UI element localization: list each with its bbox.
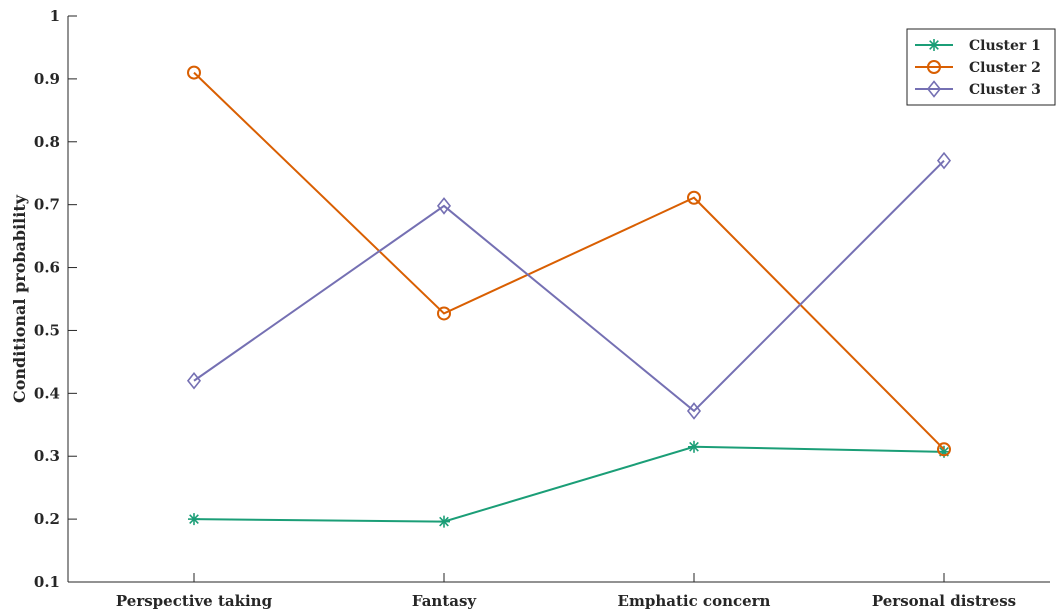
y-tick-label: 0.1 — [34, 573, 60, 591]
legend-marker — [927, 60, 941, 74]
x-ticks: Perspective taking Fantasy Emphatic concer… — [116, 573, 1016, 610]
y-tick-label: 0.3 — [34, 447, 60, 465]
diamond-marker-shape — [936, 151, 952, 170]
series-line-cluster-3 — [193, 159, 945, 413]
data-point-cluster-2 — [437, 306, 451, 321]
legend-item-cluster-1: Cluster 1 — [915, 38, 1041, 54]
diamond-marker-shape — [686, 402, 702, 420]
y-tick-label: 0.8 — [34, 133, 60, 151]
y-tick-label: 1 — [50, 7, 60, 25]
data-point-cluster-2 — [687, 190, 701, 205]
asterisk-marker-stroke — [189, 514, 199, 524]
legend-label: Cluster 1 — [969, 38, 1041, 54]
y-tick-label: 0.4 — [34, 384, 60, 402]
asterisk-marker-stroke — [929, 40, 939, 50]
y-tick-label: 0.5 — [34, 321, 60, 339]
data-point-cluster-1 — [188, 513, 200, 526]
circle-marker-shape — [687, 190, 701, 205]
y-tick-label: 0.6 — [34, 259, 60, 277]
legend-marker — [926, 80, 942, 98]
legend-marker — [928, 39, 940, 51]
axes — [67, 16, 1050, 583]
y-axis-label: Conditional probability — [10, 194, 29, 403]
data-point-cluster-3 — [686, 402, 702, 420]
x-tick-label: Emphatic concern — [618, 592, 771, 610]
y-ticks: 0.1 0.2 0.3 0.4 0.5 0.6 0.7 0.8 0.9 1 — [34, 7, 77, 591]
x-tick-label: Personal distress — [872, 592, 1016, 610]
diamond-marker-shape — [926, 80, 942, 98]
legend-label: Cluster 2 — [969, 60, 1041, 76]
legend: Cluster 1 Cluster 2 Cluster 3 — [906, 28, 1056, 106]
data-point-cluster-1 — [438, 515, 450, 528]
x-tick-label: Perspective taking — [116, 592, 273, 610]
legend-label: Cluster 3 — [969, 82, 1041, 98]
diamond-marker-shape — [436, 197, 452, 215]
circle-marker-shape — [927, 60, 941, 74]
diamond-marker-shape — [186, 371, 202, 390]
legend-item-cluster-3: Cluster 3 — [915, 80, 1041, 98]
circle-marker-shape — [437, 306, 451, 321]
x-tick-label: Fantasy — [412, 592, 478, 610]
series-line-cluster-1 — [193, 445, 945, 523]
series-group — [186, 65, 952, 528]
data-point-cluster-2 — [187, 65, 201, 80]
asterisk-marker-stroke — [689, 441, 699, 452]
data-point-cluster-3 — [936, 151, 952, 170]
data-point-cluster-1 — [688, 440, 700, 453]
data-point-cluster-3 — [436, 197, 452, 215]
data-point-cluster-3 — [186, 371, 202, 390]
data-point-cluster-2 — [937, 442, 951, 457]
y-tick-label: 0.7 — [34, 196, 60, 214]
circle-marker-shape — [937, 442, 951, 457]
legend-item-cluster-2: Cluster 2 — [915, 60, 1041, 76]
y-tick-label: 0.9 — [34, 70, 60, 88]
asterisk-marker-stroke — [439, 516, 449, 527]
series-line-cluster-2 — [193, 71, 945, 451]
y-tick-label: 0.2 — [34, 510, 60, 528]
circle-marker-shape — [187, 65, 201, 80]
